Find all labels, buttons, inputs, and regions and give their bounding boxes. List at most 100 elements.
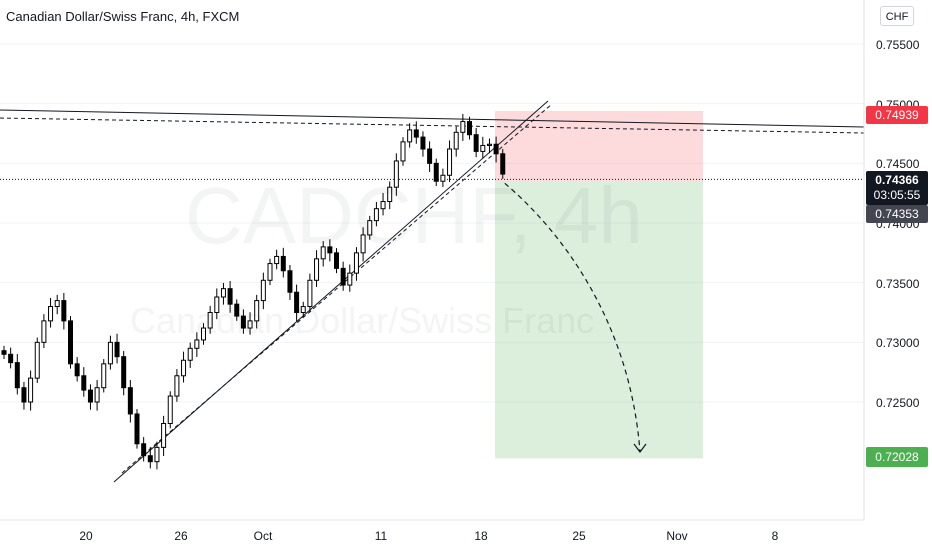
candle [493, 136, 499, 163]
candle [21, 381, 27, 410]
candle [187, 342, 193, 368]
candle [447, 140, 453, 182]
candle-body [154, 446, 160, 463]
candle [201, 323, 206, 345]
candle [48, 297, 54, 328]
candle [387, 181, 393, 210]
candle-body [240, 315, 246, 329]
projection-curve [504, 182, 641, 453]
candle [87, 384, 93, 410]
y-tick-label: 0.75500 [876, 38, 920, 52]
x-tick-label: 26 [174, 529, 188, 543]
candle-body [320, 246, 326, 260]
candle [400, 137, 406, 166]
candle [121, 350, 127, 396]
candle-body [194, 339, 200, 349]
candle-body [267, 263, 273, 281]
candle [154, 441, 160, 470]
current-price-value: 0.74366 [875, 173, 919, 187]
candle [320, 241, 326, 267]
candle-body [227, 288, 233, 305]
candle-body [254, 300, 260, 322]
candle [433, 158, 439, 187]
candle-body [174, 375, 180, 397]
take-profit-zone [495, 180, 703, 459]
trendline-support-dashed [121, 103, 553, 474]
candle-body [48, 306, 54, 322]
candle-body [34, 341, 40, 379]
candle [94, 380, 100, 411]
candle-body [360, 234, 366, 254]
candle-body [407, 129, 413, 143]
resistance-line [0, 109, 865, 128]
candle [247, 312, 253, 335]
candle-body [127, 387, 133, 415]
candle-body [247, 320, 253, 329]
candle [214, 288, 220, 320]
candle-body [161, 423, 167, 448]
candle-body [294, 291, 300, 314]
candle [174, 369, 180, 402]
candle-body [21, 387, 27, 403]
trend-lines [0, 100, 865, 483]
candle-body [460, 121, 466, 133]
candle-body [260, 279, 266, 302]
y-tick-label: 0.74500 [876, 157, 920, 171]
candle [367, 215, 373, 240]
candle-body [181, 359, 187, 377]
candle [340, 261, 346, 291]
candle [181, 351, 187, 383]
candle [380, 192, 386, 216]
candle [74, 357, 80, 382]
candle [207, 305, 213, 334]
x-tick-label: Oct [253, 529, 273, 543]
watermark-symbol: CADCHF, 4h [185, 170, 643, 262]
candle-body [447, 148, 453, 176]
candle-body [427, 148, 433, 164]
candle-body [347, 272, 353, 286]
candle [127, 380, 133, 423]
candle [453, 126, 459, 157]
candle [28, 370, 34, 411]
candle [327, 239, 333, 262]
candle [413, 121, 419, 144]
candle [294, 284, 300, 322]
candle-body [141, 443, 147, 457]
candle-body [8, 353, 14, 364]
candle [141, 437, 147, 462]
candle [287, 265, 293, 300]
candle-body [14, 362, 20, 389]
candle [167, 391, 173, 429]
candle [440, 168, 446, 187]
candle [500, 149, 506, 179]
projection-arrow [504, 182, 647, 453]
candle-body [94, 387, 100, 403]
countdown-timer: 03:05:55 [873, 188, 921, 202]
current-price-label: 0.74366 03:05:55 [866, 171, 928, 205]
candle-body [500, 153, 506, 175]
candle-body [61, 300, 67, 322]
candle [41, 314, 47, 349]
candle [467, 116, 472, 140]
candle-body [480, 144, 486, 152]
candle [14, 354, 20, 395]
candle-body [287, 270, 293, 293]
candle [347, 264, 353, 292]
candle [34, 337, 40, 383]
candle-body [486, 143, 492, 146]
candle [473, 128, 479, 158]
candle-body [107, 341, 113, 365]
candle [360, 227, 366, 262]
candle [280, 247, 286, 278]
candle [420, 131, 426, 157]
candle [161, 415, 167, 456]
candles [1, 113, 506, 470]
y-tick-label: 0.73000 [876, 336, 920, 350]
candle-body [280, 255, 286, 272]
candle [480, 136, 486, 159]
candle [260, 272, 266, 310]
candle-body [340, 267, 346, 286]
currency-button[interactable]: CHF [880, 6, 914, 26]
candle [407, 123, 413, 148]
